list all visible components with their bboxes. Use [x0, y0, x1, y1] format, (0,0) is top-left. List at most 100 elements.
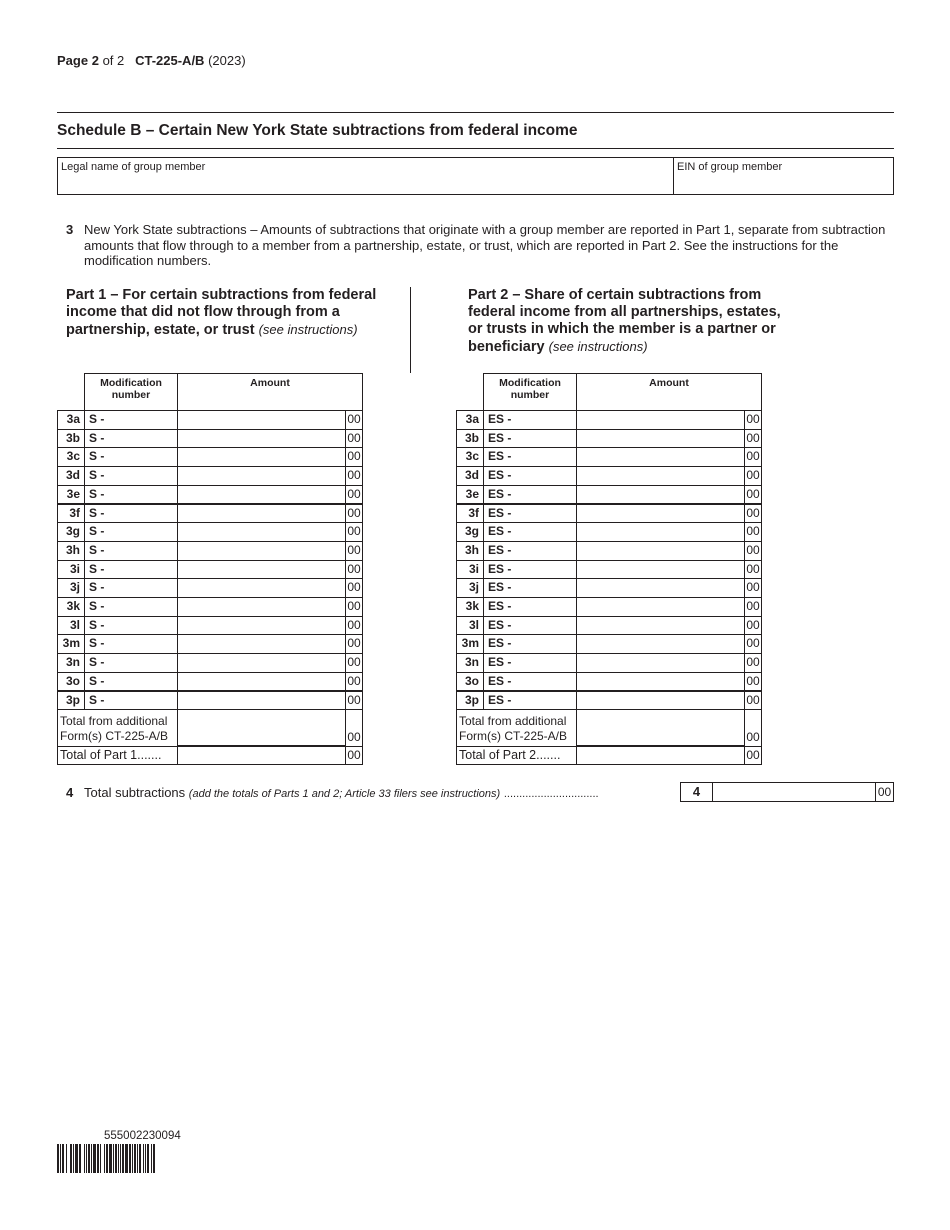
- amount-input[interactable]: [576, 559, 745, 580]
- cents: 00: [345, 447, 363, 468]
- barcode-bar: [88, 1144, 90, 1173]
- amount-input[interactable]: [177, 559, 346, 580]
- amount-input[interactable]: [576, 634, 745, 655]
- modification-number-input[interactable]: S -: [84, 597, 178, 617]
- line-label: 3n: [456, 653, 484, 673]
- modification-number-input[interactable]: S -: [84, 428, 178, 449]
- line-label: 3a: [456, 410, 484, 430]
- modification-number-input[interactable]: ES -: [483, 578, 577, 598]
- amount-input[interactable]: [576, 428, 745, 449]
- modification-number-input[interactable]: S -: [84, 578, 178, 598]
- modification-number-input[interactable]: ES -: [483, 428, 577, 449]
- amount-input[interactable]: [177, 634, 346, 655]
- total-amount-input[interactable]: [576, 746, 745, 766]
- legal-name-field[interactable]: Legal name of group member: [57, 157, 674, 195]
- line-label: 3m: [456, 634, 484, 655]
- modification-number-input[interactable]: ES -: [483, 653, 577, 673]
- barcode-bar: [66, 1144, 67, 1173]
- modification-number-input[interactable]: ES -: [483, 559, 577, 580]
- modification-number-input[interactable]: S -: [84, 540, 178, 561]
- modification-number-input[interactable]: ES -: [483, 522, 577, 542]
- barcode: [57, 1144, 156, 1173]
- amount-input[interactable]: [576, 410, 745, 430]
- modification-number-input[interactable]: ES -: [483, 503, 577, 524]
- additional-amount-input[interactable]: [576, 709, 745, 748]
- modification-number-input[interactable]: S -: [84, 484, 178, 505]
- barcode-bar: [137, 1144, 138, 1173]
- modification-number-input[interactable]: S -: [84, 690, 178, 711]
- amount-input[interactable]: [177, 522, 346, 542]
- modification-number-input[interactable]: ES -: [483, 634, 577, 655]
- amount-input[interactable]: [576, 690, 745, 711]
- amount-input[interactable]: [177, 484, 346, 505]
- amount-input[interactable]: [576, 447, 745, 468]
- amount-input[interactable]: [177, 690, 346, 711]
- modification-number-input[interactable]: ES -: [483, 690, 577, 711]
- barcode-bar: [114, 1144, 115, 1173]
- amount-input[interactable]: [177, 578, 346, 598]
- modification-number-input[interactable]: ES -: [483, 447, 577, 468]
- modification-number-input[interactable]: ES -: [483, 615, 577, 636]
- barcode-bar: [105, 1144, 106, 1173]
- barcode-bar: [60, 1144, 61, 1173]
- modification-number-input[interactable]: S -: [84, 503, 178, 524]
- ein-field[interactable]: EIN of group member: [673, 157, 894, 195]
- amount-input[interactable]: [576, 503, 745, 524]
- amount-input[interactable]: [576, 466, 745, 486]
- cents: 00: [744, 503, 762, 524]
- cents: 00: [345, 690, 363, 711]
- cents: 00: [345, 484, 363, 505]
- modification-number-input[interactable]: ES -: [483, 466, 577, 486]
- amount-input[interactable]: [576, 578, 745, 598]
- modification-number-input[interactable]: S -: [84, 615, 178, 636]
- amount-input[interactable]: [177, 466, 346, 486]
- amount-input[interactable]: [576, 484, 745, 505]
- modification-number-input[interactable]: ES -: [483, 484, 577, 505]
- modification-number-input[interactable]: ES -: [483, 671, 577, 692]
- amount-input[interactable]: [177, 540, 346, 561]
- amount-input[interactable]: [576, 615, 745, 636]
- amount-input[interactable]: [576, 522, 745, 542]
- modification-number-input[interactable]: S -: [84, 522, 178, 542]
- amount-input[interactable]: [576, 671, 745, 692]
- barcode-bar: [113, 1144, 114, 1173]
- line-label: 3h: [456, 540, 484, 561]
- barcode-bar: [100, 1144, 101, 1173]
- barcode-bar: [112, 1144, 113, 1173]
- modification-number-input[interactable]: S -: [84, 671, 178, 692]
- line4-amount-input[interactable]: [712, 782, 876, 802]
- cents: 00: [744, 410, 762, 430]
- amount-input[interactable]: [177, 410, 346, 430]
- barcode-bar: [120, 1144, 121, 1173]
- modification-number-input[interactable]: S -: [84, 634, 178, 655]
- line-label: 3i: [57, 559, 85, 580]
- barcode-bar: [122, 1144, 124, 1173]
- amount-input[interactable]: [177, 671, 346, 692]
- line-label: 3o: [456, 671, 484, 692]
- amount-input[interactable]: [177, 503, 346, 524]
- amount-input[interactable]: [576, 653, 745, 673]
- amount-input[interactable]: [576, 540, 745, 561]
- line4-box-number: 4: [680, 782, 713, 802]
- line4-cents: 00: [875, 782, 894, 802]
- amount-input[interactable]: [177, 653, 346, 673]
- total-amount-input[interactable]: [177, 746, 346, 766]
- modification-number-input[interactable]: ES -: [483, 410, 577, 430]
- modification-number-input[interactable]: S -: [84, 466, 178, 486]
- additional-amount-input[interactable]: [177, 709, 346, 748]
- amount-input[interactable]: [177, 447, 346, 468]
- modification-number-input[interactable]: S -: [84, 653, 178, 673]
- modification-number-input[interactable]: S -: [84, 447, 178, 468]
- barcode-bar: [97, 1144, 99, 1173]
- modification-number-input[interactable]: ES -: [483, 540, 577, 561]
- line-label: 3b: [456, 428, 484, 449]
- amount-input[interactable]: [177, 428, 346, 449]
- amount-input[interactable]: [177, 615, 346, 636]
- amount-input[interactable]: [576, 597, 745, 617]
- modification-number-input[interactable]: ES -: [483, 597, 577, 617]
- cents: 00: [345, 615, 363, 636]
- modification-number-input[interactable]: S -: [84, 559, 178, 580]
- barcode-bar: [61, 1144, 62, 1173]
- modification-number-input[interactable]: S -: [84, 410, 178, 430]
- amount-input[interactable]: [177, 597, 346, 617]
